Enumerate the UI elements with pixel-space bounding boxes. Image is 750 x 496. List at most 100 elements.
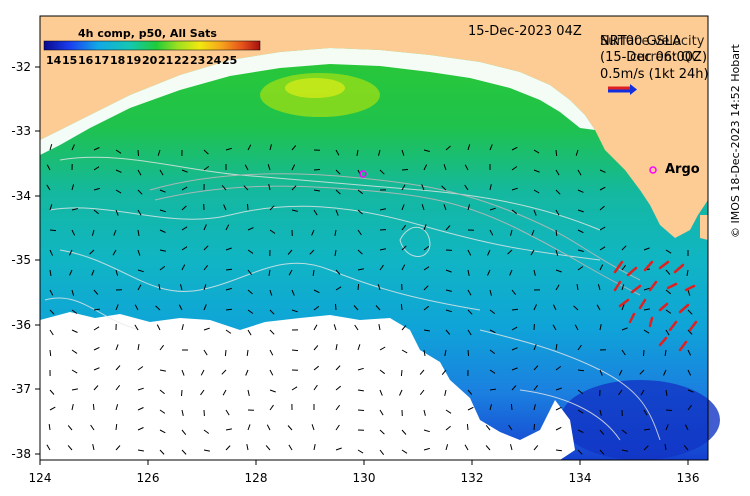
velocity-arrow [335, 286, 342, 291]
velocity-arrow [621, 284, 625, 291]
velocity-arrow [378, 149, 381, 156]
scale-arrow-head [630, 84, 637, 95]
velocity-arrow [375, 305, 381, 311]
velocity-arrow [68, 249, 73, 256]
velocity-arrow [643, 428, 650, 431]
velocity-arrow [423, 409, 426, 416]
velocity-arrow [379, 409, 384, 416]
land-australia [40, 16, 708, 238]
velocity-arrow [357, 367, 364, 371]
velocity-arrow [115, 189, 122, 194]
y-tick-label: -32 [11, 60, 31, 74]
velocity-arrow [664, 349, 667, 356]
velocity-arrow [599, 205, 605, 211]
velocity-arrow [48, 424, 51, 431]
velocity-arrow [423, 447, 430, 451]
velocity-arrow [555, 365, 562, 371]
velocity-arrow [291, 309, 298, 313]
x-tick-label: 134 [569, 471, 592, 485]
velocity-arrow [353, 305, 359, 311]
velocity-arrow [621, 349, 626, 356]
velocity-arrow [71, 208, 78, 211]
velocity-arrow [533, 269, 536, 276]
velocity-arrow [445, 329, 451, 335]
velocity-arrow [618, 369, 623, 376]
velocity-arrow [89, 249, 95, 255]
velocity-arrow [511, 385, 517, 391]
velocity-arrow [533, 189, 540, 194]
velocity-arrow [467, 389, 473, 395]
velocity-arrow [49, 349, 52, 357]
velocity-arrow [555, 189, 561, 195]
colorbar-tick: 24 [206, 54, 222, 67]
velocity-arrow [643, 308, 650, 311]
velocity-arrow [621, 327, 628, 331]
velocity-arrow [684, 424, 689, 431]
velocity-arrow [577, 344, 582, 351]
velocity-arrow [269, 229, 276, 234]
x-axis-ticks [39, 460, 689, 465]
velocity-arrow [357, 209, 363, 215]
velocity-arrow [423, 305, 430, 311]
velocity-arrow [599, 169, 606, 173]
velocity-arrow [379, 346, 386, 351]
imos-credit: © IMOS 18-Dec-2023 14:52 Hobart [729, 44, 742, 238]
velocity-arrow [71, 184, 75, 191]
velocity-arrow [267, 164, 271, 171]
colorbar-tick: 14 [46, 54, 62, 67]
velocity-arrow [687, 404, 692, 411]
velocity-arrow [91, 229, 95, 236]
velocity-arrow [511, 308, 519, 311]
velocity-arrow [71, 289, 75, 296]
argo-float-marker[interactable] [359, 170, 367, 178]
velocity-arrow [401, 264, 406, 271]
velocity-arrow [533, 404, 536, 411]
velocity-arrow [687, 309, 693, 315]
velocity-arrow [137, 169, 142, 176]
velocity-arrow [577, 249, 584, 252]
velocity-arrow [223, 204, 227, 211]
velocity-arrow [573, 305, 579, 311]
velocity-arrow [268, 183, 271, 191]
velocity-arrow [225, 329, 232, 334]
velocity-arrow [533, 445, 539, 451]
velocity-arrow [203, 304, 207, 311]
velocity-arrow [181, 324, 184, 331]
velocity-arrow [159, 389, 165, 395]
velocity-arrow [511, 347, 518, 351]
velocity-arrow [357, 283, 360, 291]
x-tick-label: 128 [245, 471, 268, 485]
velocity-arrow [665, 409, 673, 411]
velocity-arrow [555, 249, 559, 256]
colorbar-tick: 16 [78, 54, 94, 67]
velocity-arrow [665, 289, 672, 295]
velocity-arrow [489, 207, 496, 211]
velocity-arrow [203, 149, 209, 155]
velocity-arrow [115, 404, 119, 411]
velocity-arrow [443, 164, 447, 171]
velocity-arrow [49, 389, 55, 395]
velocity-arrow [180, 284, 183, 291]
velocity-arrow [445, 269, 452, 273]
velocity-arrow [683, 445, 689, 451]
velocity-arrow [533, 365, 539, 371]
velocity-arrow [357, 229, 362, 236]
velocity-arrow [71, 229, 76, 236]
velocity-arrow [577, 449, 583, 455]
velocity-arrow [489, 144, 493, 151]
velocity-arrow [379, 264, 384, 271]
velocity-arrow [334, 229, 337, 236]
velocity-arrow [91, 269, 95, 276]
velocity-arrow [71, 388, 78, 391]
velocity-arrow [137, 249, 141, 256]
velocity-arrow [599, 264, 604, 271]
velocity-arrow [200, 389, 205, 396]
velocity-arrow [621, 304, 625, 311]
velocity-arrow [533, 169, 540, 173]
velocity-arrow [423, 429, 430, 433]
velocity-arrow [444, 389, 447, 396]
velocity-arrow [577, 409, 584, 414]
velocity-arrow [467, 349, 470, 357]
velocity-arrow [621, 429, 628, 435]
coastal-cloud [40, 48, 595, 155]
